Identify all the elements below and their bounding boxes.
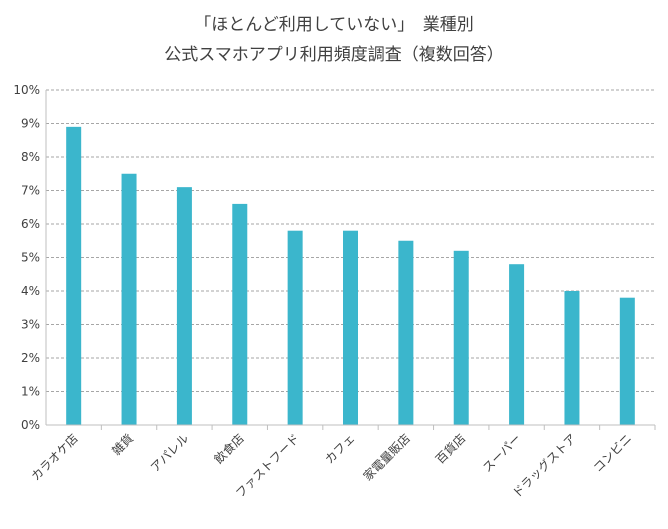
x-tick-label: 雑貨	[109, 431, 137, 459]
y-tick-label: 10%	[13, 83, 40, 97]
y-tick-label: 5%	[21, 251, 40, 265]
x-tick-label: 飲食店	[211, 431, 247, 467]
x-tick-label: 家電量販店	[360, 431, 413, 484]
y-tick-label: 3%	[21, 318, 40, 332]
bar	[121, 173, 137, 425]
x-tick-label: アパレル	[148, 431, 192, 475]
bar	[343, 230, 358, 425]
bar	[453, 250, 469, 425]
y-tick-label: 9%	[21, 117, 40, 131]
y-tick-labels: 0% 1% 2% 3% 4% 5% 6% 7% 8% 9% 10%	[13, 83, 40, 432]
bar	[232, 203, 248, 425]
axes	[45, 90, 656, 430]
gridlines	[46, 89, 655, 392]
bar	[564, 291, 580, 425]
bars	[66, 126, 635, 425]
bar	[509, 264, 525, 425]
x-tick-label: スーパー	[480, 431, 524, 475]
bar	[398, 240, 414, 425]
y-tick-label: 1%	[21, 385, 40, 399]
y-tick-label: 7%	[21, 184, 40, 198]
y-tick-label: 4%	[21, 284, 40, 298]
x-tick-label: 百貨店	[432, 431, 468, 467]
x-tick-label: コンビニ	[591, 431, 635, 475]
y-tick-label: 6%	[21, 217, 40, 231]
x-tick-label: カラオケ店	[28, 431, 80, 483]
chart-title-line-2: 公式スマホアプリ利用頻度調査（複数回答）	[164, 45, 504, 65]
y-tick-label: 8%	[21, 150, 40, 164]
y-tick-label: 0%	[21, 418, 40, 432]
x-tick-label: カフェ	[322, 431, 357, 466]
bar	[66, 126, 82, 425]
chart-title-line-1: 「ほとんど利用していない」 業種別	[194, 15, 474, 35]
y-tick-label: 2%	[21, 351, 40, 365]
bar	[619, 297, 635, 425]
bar	[176, 187, 192, 425]
bar	[287, 230, 303, 425]
